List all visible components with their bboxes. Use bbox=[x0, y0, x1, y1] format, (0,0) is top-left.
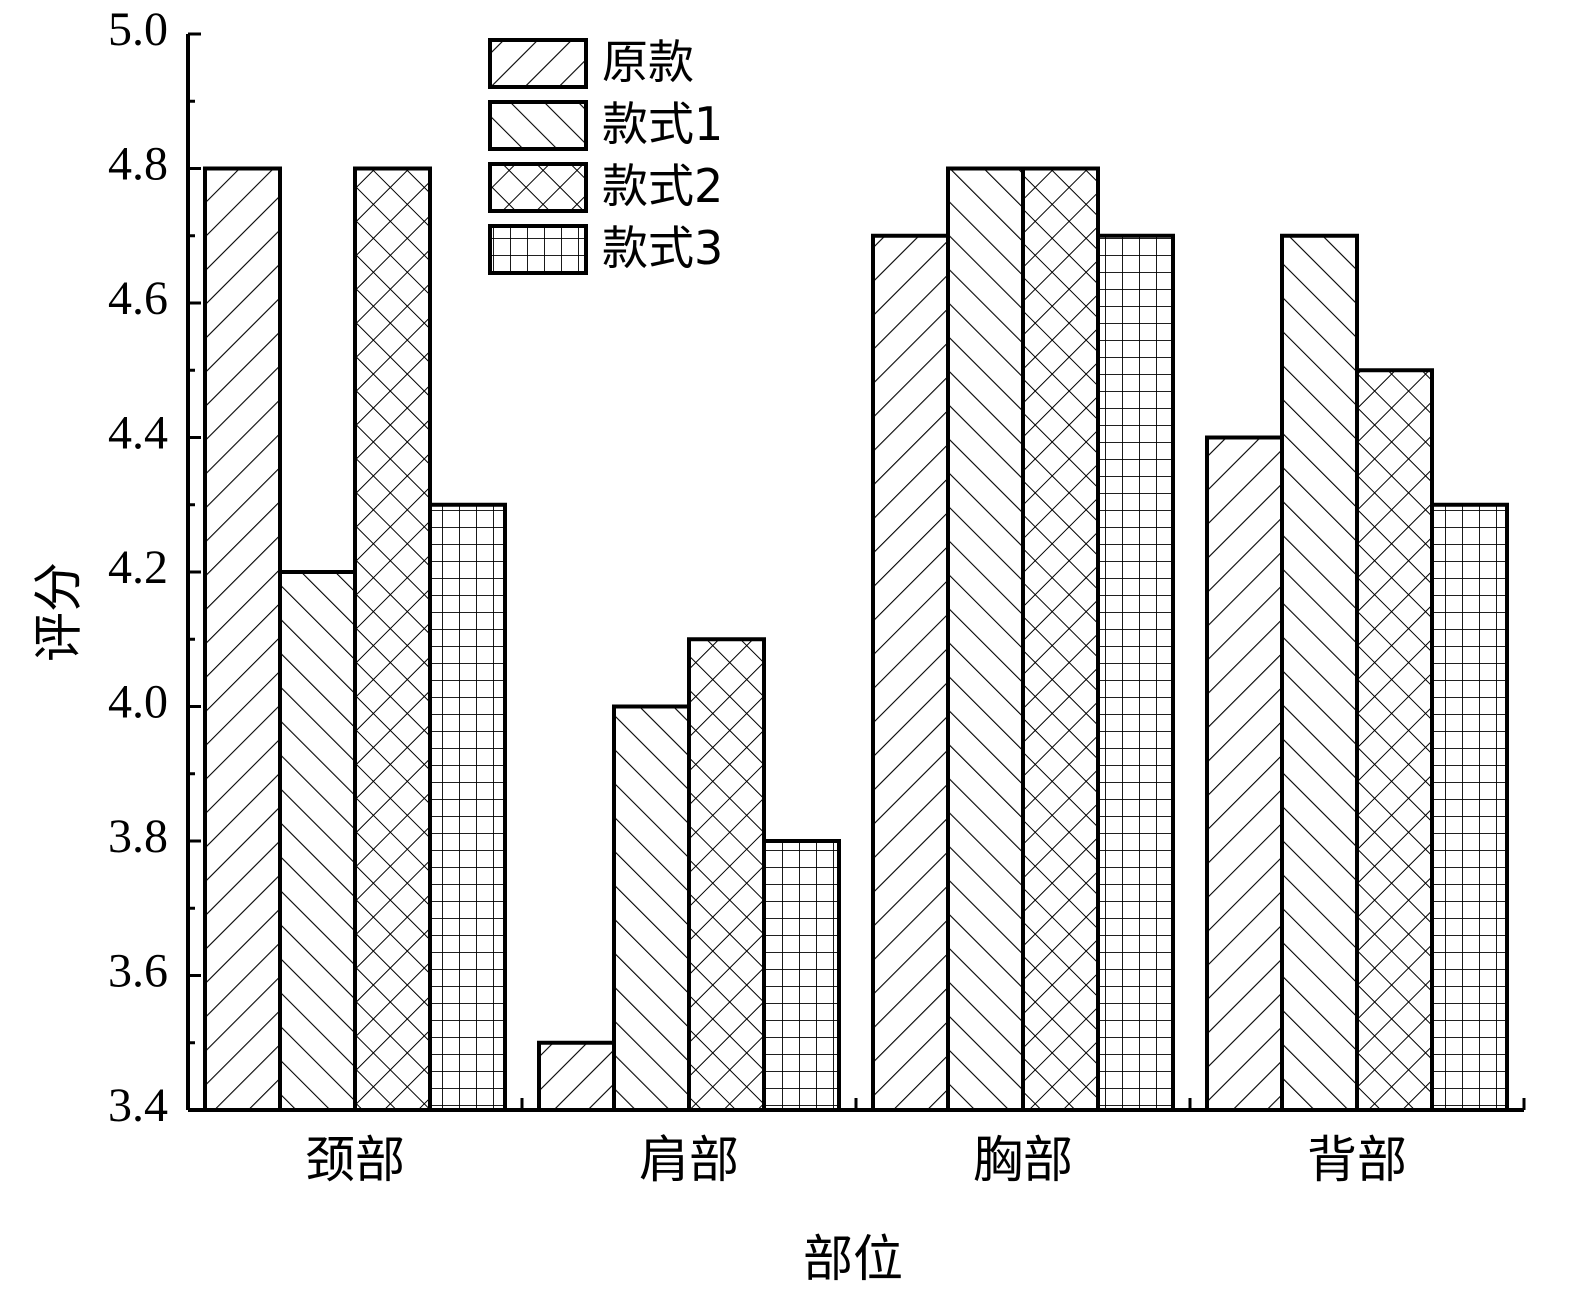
bar-1-4 bbox=[428, 502, 507, 1112]
legend-label: 款式1 bbox=[602, 97, 723, 151]
bar-2-3 bbox=[687, 637, 766, 1112]
y-axis-title: 评分 bbox=[30, 562, 88, 662]
legend-swatch bbox=[488, 38, 588, 89]
y-tick-label: 3.8 bbox=[108, 810, 168, 863]
y-tick-label: 4.4 bbox=[108, 407, 168, 460]
x-tick-label: 颈部 bbox=[305, 1131, 405, 1189]
bar-4-1 bbox=[1205, 435, 1284, 1112]
axes-group: 3.4 3.6 3.8 4.0 4.2 4.4 4.6 4.8 5.0 颈部 肩部 胸部 背部 bbox=[108, 3, 1526, 1189]
bar-2-4 bbox=[762, 839, 841, 1112]
legend-label: 款式3 bbox=[602, 221, 723, 275]
x-tick-label: 肩部 bbox=[639, 1131, 739, 1189]
bar-4-4 bbox=[1430, 502, 1509, 1112]
x-tick-label: 胸部 bbox=[973, 1131, 1073, 1189]
bar-3-3 bbox=[1021, 166, 1100, 1112]
legend-label: 款式2 bbox=[602, 159, 723, 213]
y-tick-label: 4.2 bbox=[108, 541, 168, 594]
bar-3-2 bbox=[946, 166, 1025, 1112]
bars-group bbox=[203, 166, 1509, 1112]
bar-2-1 bbox=[537, 1040, 616, 1112]
x-tick-label: 背部 bbox=[1307, 1131, 1407, 1189]
legend-swatch bbox=[488, 100, 588, 151]
bar-1-1 bbox=[203, 166, 282, 1112]
bar-3-1 bbox=[871, 233, 950, 1112]
legend-swatch bbox=[488, 162, 588, 213]
x-axis-title: 部位 bbox=[803, 1230, 903, 1288]
bar-2-2 bbox=[612, 704, 691, 1112]
bar-4-2 bbox=[1280, 233, 1359, 1112]
y-tick-label: 5.0 bbox=[108, 3, 168, 56]
bar-3-4 bbox=[1096, 233, 1175, 1112]
y-tick-label: 3.4 bbox=[108, 1079, 168, 1132]
legend-swatch bbox=[488, 224, 588, 275]
legend-label: 原款 bbox=[602, 35, 694, 89]
y-tick-label: 4.8 bbox=[108, 138, 168, 191]
y-tick-label: 4.6 bbox=[108, 272, 168, 325]
bar-1-3 bbox=[353, 166, 432, 1112]
bar-4-3 bbox=[1355, 368, 1434, 1112]
y-tick-label: 4.0 bbox=[108, 676, 168, 729]
y-tick-label: 3.6 bbox=[108, 945, 168, 998]
bar-1-2 bbox=[278, 570, 357, 1112]
